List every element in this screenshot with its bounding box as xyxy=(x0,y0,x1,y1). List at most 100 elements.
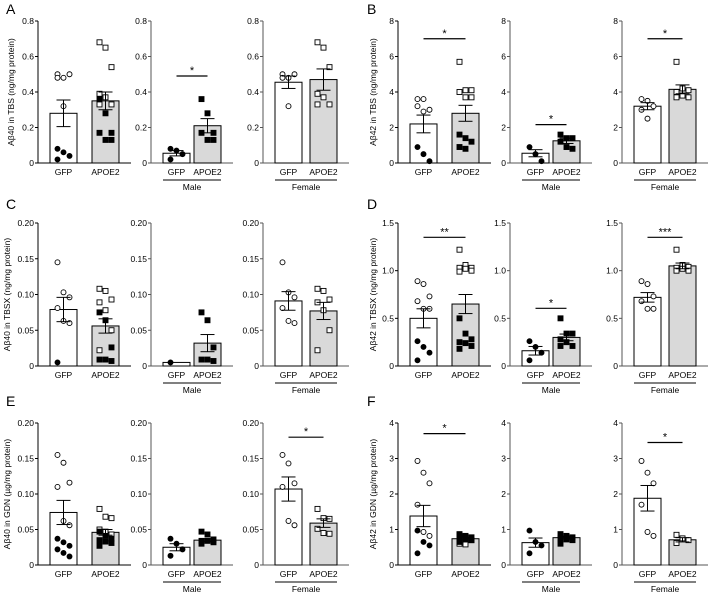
y-tick-label: 0 xyxy=(29,560,34,570)
y-tick-label: 0 xyxy=(613,158,618,168)
male-data-point xyxy=(96,356,103,363)
group-label: Male xyxy=(542,584,561,592)
y-tick-label: 6 xyxy=(501,52,506,62)
male-data-point xyxy=(54,535,61,542)
x-tick-label: GFP xyxy=(415,167,433,177)
y-tick-label: 0 xyxy=(142,560,147,570)
male-data-point xyxy=(210,344,217,351)
y-tick-label: 1.0 xyxy=(382,266,394,276)
significance-marker: * xyxy=(304,426,309,438)
subplot-male: 0 0.05 0.10 0.15 0.20 GFP APOE2 Male xyxy=(130,218,233,395)
female-data-point xyxy=(60,289,67,296)
male-data-point xyxy=(462,330,469,337)
male-data-point xyxy=(420,538,427,545)
male-data-point xyxy=(54,359,61,366)
female-data-point xyxy=(291,294,298,301)
female-data-point xyxy=(96,347,103,354)
female-data-point xyxy=(285,318,292,324)
y-tick-label: 0 xyxy=(254,560,259,570)
y-tick-label: 0 xyxy=(501,361,506,371)
x-tick-label: APOE2 xyxy=(309,569,338,579)
female-data-point xyxy=(314,285,321,292)
male-data-point xyxy=(526,357,533,364)
subplot-female: 0 0.5 1.0 1.5 GFP APOE2 Female *** xyxy=(606,218,708,395)
significance-marker: *** xyxy=(659,226,673,238)
x-tick-label: APOE2 xyxy=(552,167,581,177)
male-data-point xyxy=(96,309,103,316)
male-data-point xyxy=(462,340,469,347)
y-tick-label: 0 xyxy=(501,560,506,570)
male-data-point xyxy=(456,315,463,322)
y-axis-label: Aβ42 in GDN (µg/mg protein) xyxy=(368,439,378,550)
female-data-point xyxy=(285,103,292,110)
x-tick-label: GFP xyxy=(55,167,73,177)
male-data-point xyxy=(198,356,205,363)
male-data-point xyxy=(456,339,463,346)
x-tick-label: GFP xyxy=(639,370,657,380)
female-data-point xyxy=(426,480,433,487)
male-data-point xyxy=(462,135,469,142)
gfp-bar xyxy=(274,300,303,367)
male-data-point xyxy=(526,144,533,150)
male-data-point xyxy=(414,338,421,345)
male-data-point xyxy=(60,539,67,546)
male-data-point xyxy=(102,356,109,363)
y-tick-label: 0.6 xyxy=(22,52,34,62)
subplot-male: 0 0.05 0.10 0.15 0.20 GFP APOE2 Male xyxy=(130,418,233,592)
y-axis-label: Aβ40 in TBS (ng/mg protein) xyxy=(6,38,16,146)
female-data-point xyxy=(66,479,73,486)
subplot-male: 0 0.2 0.4 0.6 0.8 GFP APOE2 Male * xyxy=(135,16,233,192)
male-data-point xyxy=(198,309,205,316)
y-tick-label: 2 xyxy=(613,489,618,499)
female-data-point xyxy=(414,103,421,110)
apoe2-bar xyxy=(309,310,338,367)
female-data-point xyxy=(414,278,421,285)
female-data-point xyxy=(96,39,103,46)
male-data-point xyxy=(569,145,576,152)
x-tick-label: GFP xyxy=(55,370,73,380)
female-data-point xyxy=(54,483,61,490)
female-data-point xyxy=(96,285,103,292)
male-data-point xyxy=(96,129,103,136)
female-data-point xyxy=(644,115,651,122)
y-tick-label: 0.10 xyxy=(130,489,147,499)
apoe2-bar xyxy=(668,265,697,367)
y-tick-label: 0.20 xyxy=(130,418,147,428)
y-tick-label: 0 xyxy=(613,361,618,371)
female-data-point xyxy=(102,307,109,314)
female-data-point xyxy=(462,94,469,101)
female-data-point xyxy=(638,96,645,103)
x-tick-label: APOE2 xyxy=(91,569,120,579)
y-tick-label: 0.05 xyxy=(17,525,34,535)
female-data-point xyxy=(108,101,115,108)
male-data-point xyxy=(108,540,115,546)
male-data-point xyxy=(456,345,463,352)
female-data-point xyxy=(426,106,433,113)
y-axis-label: Aβ42 in TBSX (ng/mg protein) xyxy=(368,238,378,352)
female-data-point xyxy=(456,58,463,65)
y-tick-label: 0.20 xyxy=(17,418,34,428)
y-tick-label: 0.20 xyxy=(17,218,34,228)
apoe2-bar xyxy=(309,522,338,566)
subplot-female: 0 0.05 0.10 0.15 0.20 GFP APOE2 Female * xyxy=(242,418,349,592)
x-tick-label: APOE2 xyxy=(91,370,120,380)
y-tick-label: 0.6 xyxy=(135,52,147,62)
female-data-point xyxy=(320,44,327,51)
y-tick-label: 6 xyxy=(389,52,394,62)
x-tick-label: GFP xyxy=(280,167,298,177)
subplot-all: 0 0.5 1.0 1.5 GFP APOE2 ** xyxy=(382,218,491,380)
subplot-all: 0 0.05 0.10 0.15 0.20 GFP APOE2 xyxy=(17,418,131,579)
male-data-point xyxy=(456,131,463,138)
apoe2-bar xyxy=(668,539,697,566)
male-data-point xyxy=(102,136,109,143)
x-tick-label: APOE2 xyxy=(668,370,697,380)
male-data-point xyxy=(526,550,533,557)
y-tick-label: 0.15 xyxy=(242,454,259,464)
female-data-point xyxy=(644,529,651,535)
x-tick-label: APOE2 xyxy=(193,370,222,380)
female-data-point xyxy=(314,505,321,512)
y-tick-label: 0.10 xyxy=(17,489,34,499)
male-data-point xyxy=(167,552,174,559)
panel-b: B Aβ42 in TBS (ng/mg protein) 0 2 4 6 8 GFP APOE… xyxy=(367,1,708,192)
male-data-point xyxy=(420,343,427,350)
